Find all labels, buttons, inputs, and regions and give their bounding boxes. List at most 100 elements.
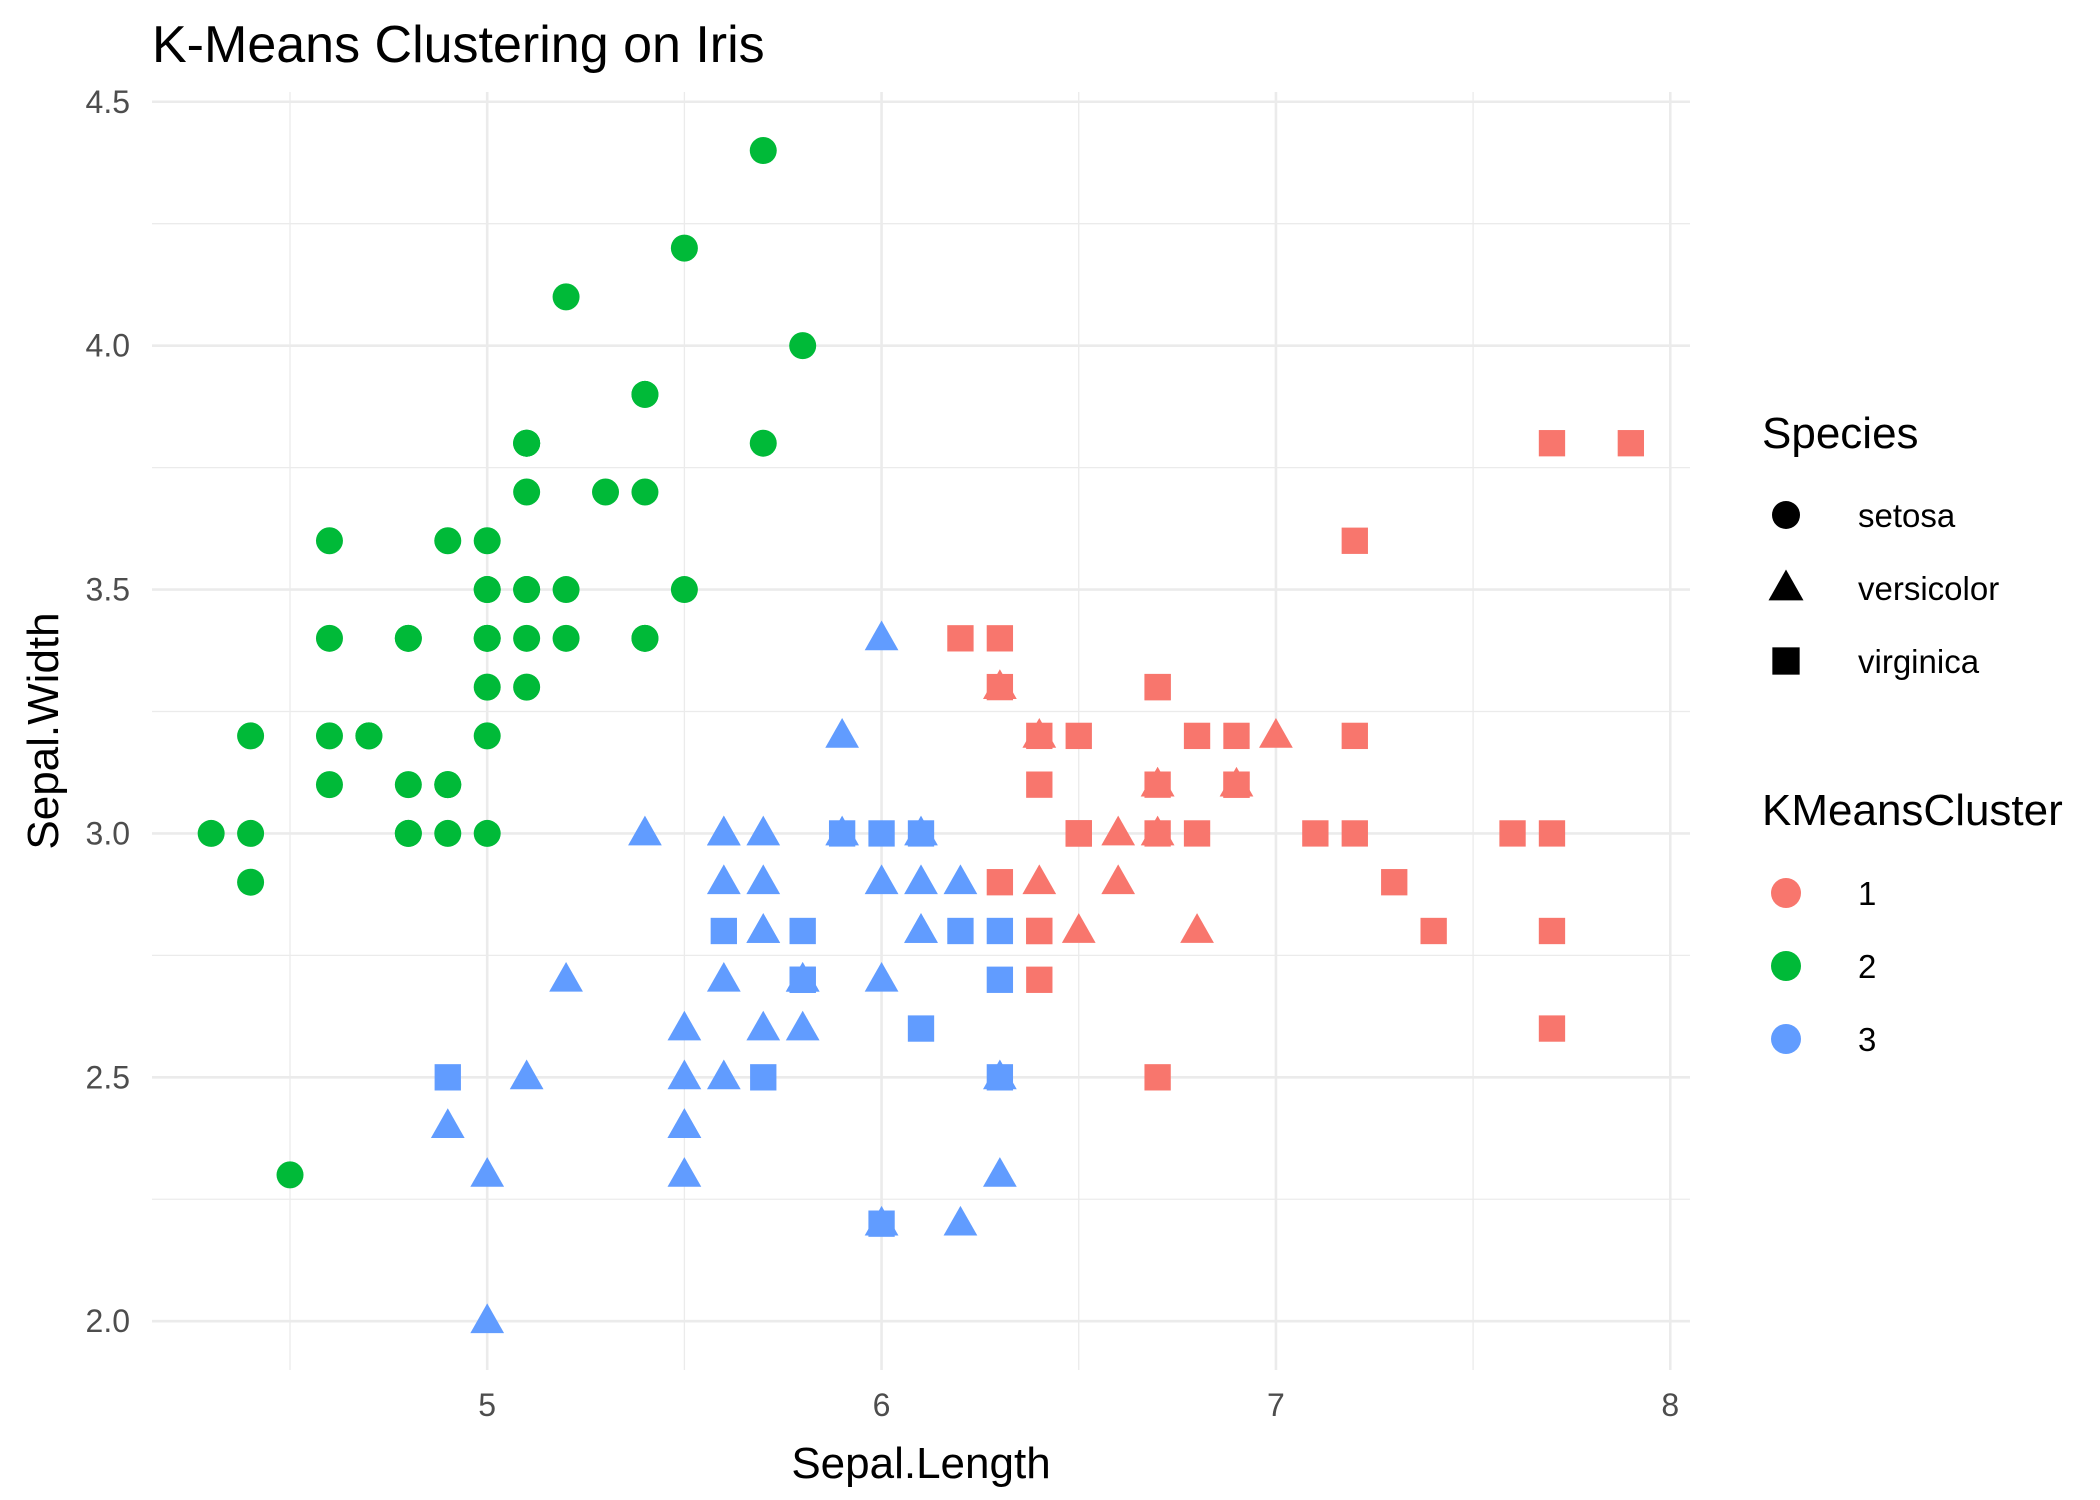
point-virginica-cluster-3: [986, 966, 1014, 993]
point-setosa-cluster-2: [513, 478, 541, 506]
point-virginica-cluster-1: [1183, 820, 1211, 847]
legend-cluster-swatch: [1771, 951, 1801, 981]
legend-cluster-title: KMeansCluster: [1762, 786, 2063, 835]
point-setosa-cluster-2: [434, 771, 462, 799]
point-virginica-cluster-1: [1026, 771, 1053, 798]
point-versicolor-cluster-1: [1259, 718, 1293, 748]
point-versicolor-cluster-3: [470, 1157, 505, 1187]
point-virginica-cluster-1: [1617, 430, 1645, 457]
point-virginica-cluster-3: [907, 820, 935, 847]
point-setosa-cluster-2: [513, 576, 541, 604]
point-virginica-cluster-1: [947, 625, 974, 652]
point-virginica-cluster-1: [1144, 1064, 1171, 1091]
legend-cluster-label: 3: [1858, 1021, 1876, 1058]
point-versicolor-cluster-3: [746, 1010, 781, 1041]
point-versicolor-cluster-3: [667, 1108, 702, 1138]
point-virginica-cluster-1: [1026, 917, 1053, 945]
point-setosa-cluster-2: [315, 771, 343, 799]
point-virginica-cluster-1: [1499, 820, 1526, 847]
legend-cluster-label: 1: [1858, 875, 1876, 912]
x-tick-label: 6: [873, 1387, 891, 1423]
point-setosa-cluster-2: [315, 527, 343, 555]
point-setosa-cluster-2: [237, 868, 265, 896]
point-versicolor-cluster-3: [825, 718, 860, 748]
point-virginica-cluster-1: [1144, 673, 1171, 701]
legend-species-title: Species: [1762, 409, 1919, 458]
legend-cluster-item: 3: [1771, 1021, 1876, 1058]
point-setosa-cluster-2: [394, 624, 422, 652]
point-virginica-cluster-1: [1538, 917, 1566, 945]
point-versicolor-cluster-3: [470, 1303, 505, 1334]
point-versicolor-cluster-3: [706, 1059, 741, 1090]
y-tick-label: 3.5: [86, 572, 130, 608]
point-versicolor-cluster-1: [1022, 864, 1057, 895]
point-virginica-cluster-3: [986, 1064, 1014, 1091]
point-virginica-cluster-1: [1341, 527, 1368, 554]
point-setosa-cluster-2: [394, 771, 422, 799]
point-versicolor-cluster-1: [1101, 864, 1136, 895]
point-setosa-cluster-2: [513, 429, 541, 457]
point-setosa-cluster-2: [276, 1161, 304, 1189]
point-virginica-cluster-1: [1144, 820, 1171, 847]
y-tick-label: 2.0: [86, 1303, 130, 1339]
legend-cluster-swatch: [1771, 1024, 1801, 1054]
point-setosa-cluster-2: [631, 478, 659, 506]
point-versicolor-cluster-3: [706, 961, 741, 992]
point-virginica-cluster-1: [1065, 820, 1092, 847]
point-versicolor-cluster-3: [864, 620, 899, 651]
point-virginica-cluster-3: [868, 820, 895, 847]
point-virginica-cluster-1: [1341, 820, 1368, 847]
point-setosa-cluster-2: [513, 624, 541, 652]
legend-circle-icon: [1772, 501, 1800, 529]
legend-cluster-item: 2: [1771, 948, 1876, 985]
legend-species-item: virginica: [1772, 643, 1980, 680]
y-axis-title: Sepal.Width: [19, 612, 68, 849]
point-versicolor-cluster-3: [746, 913, 781, 943]
point-setosa-cluster-2: [670, 234, 698, 262]
point-versicolor-cluster-3: [982, 1157, 1017, 1187]
point-versicolor-cluster-3: [667, 1059, 702, 1090]
legend-square-icon: [1772, 647, 1800, 675]
legend-cluster-swatch: [1771, 878, 1801, 908]
point-virginica-cluster-1: [1223, 722, 1250, 750]
point-setosa-cluster-2: [237, 722, 265, 750]
point-versicolor-cluster-1: [1101, 815, 1136, 846]
y-tick-label: 2.5: [86, 1059, 130, 1095]
point-versicolor-cluster-3: [943, 1205, 978, 1236]
point-virginica-cluster-3: [710, 917, 737, 945]
point-setosa-cluster-2: [394, 819, 422, 847]
legend-species-item: versicolor: [1768, 569, 1999, 607]
point-versicolor-cluster-3: [904, 864, 938, 895]
point-virginica-cluster-1: [986, 869, 1014, 896]
point-virginica-cluster-3: [434, 1064, 461, 1091]
plot-grid: [152, 92, 1690, 1370]
point-versicolor-cluster-3: [706, 864, 741, 895]
point-setosa-cluster-2: [434, 819, 462, 847]
point-setosa-cluster-2: [473, 673, 501, 701]
point-virginica-cluster-1: [986, 673, 1014, 701]
point-virginica-cluster-3: [750, 1064, 777, 1091]
point-versicolor-cluster-3: [746, 815, 781, 846]
point-setosa-cluster-2: [355, 722, 383, 750]
y-tick-label: 3.0: [86, 815, 130, 851]
point-setosa-cluster-2: [513, 673, 541, 701]
point-virginica-cluster-1: [1223, 771, 1250, 798]
point-setosa-cluster-2: [749, 137, 777, 165]
point-versicolor-cluster-3: [509, 1059, 544, 1090]
point-virginica-cluster-1: [1538, 430, 1566, 457]
point-virginica-cluster-3: [868, 1210, 895, 1237]
point-virginica-cluster-1: [1341, 722, 1368, 750]
point-versicolor-cluster-3: [864, 961, 899, 992]
point-setosa-cluster-2: [789, 332, 817, 360]
point-virginica-cluster-3: [789, 966, 816, 993]
legend-kmeans-cluster: KMeansCluster 1 2 3: [1762, 786, 2063, 1058]
point-virginica-cluster-1: [1420, 917, 1447, 945]
point-virginica-cluster-3: [986, 917, 1014, 945]
point-virginica-cluster-1: [1381, 869, 1408, 896]
legend-cluster-label: 2: [1858, 948, 1876, 985]
point-setosa-cluster-2: [670, 576, 698, 604]
y-axis-ticks: 2.0 2.5 3.0 3.5 4.0 4.5: [86, 84, 130, 1339]
x-axis-title: Sepal.Length: [791, 1439, 1050, 1488]
point-setosa-cluster-2: [552, 624, 580, 652]
point-setosa-cluster-2: [434, 527, 462, 555]
